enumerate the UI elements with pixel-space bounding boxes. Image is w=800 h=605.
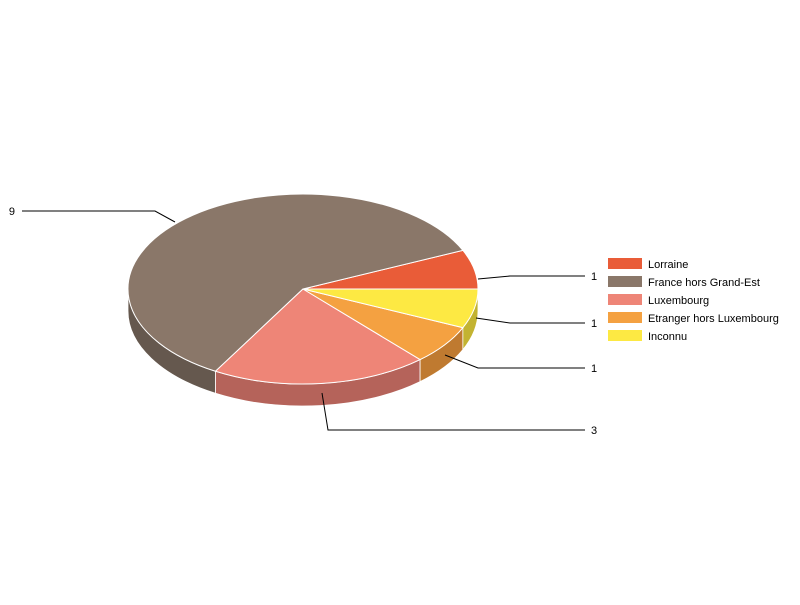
value-label-4: 1 (591, 318, 597, 330)
legend-swatch-0 (608, 258, 642, 269)
leader-line-1 (22, 210, 176, 223)
legend-label-3: Etranger hors Luxembourg (648, 313, 779, 325)
legend-label-0: Lorraine (648, 259, 688, 271)
legend-label-4: Inconnu (648, 331, 687, 343)
legend-swatch-4 (608, 330, 642, 341)
leader-line-3 (444, 354, 585, 369)
legend-label-2: Luxembourg (648, 295, 709, 307)
legend: Lorraine France hors Grand-Est Luxembourg E… (608, 258, 779, 343)
pie-slice-france-hors-grand-est (127, 193, 464, 372)
legend-swatch-1 (608, 276, 642, 287)
value-label-2: 3 (591, 425, 597, 437)
pie-slices (127, 193, 479, 385)
legend-label-1: France hors Grand-Est (648, 277, 760, 289)
pie-slice-inconnu (302, 288, 479, 329)
value-label-0: 1 (591, 271, 597, 283)
value-label-1: 9 (9, 206, 15, 218)
data-labels: 1 9 3 1 1 (9, 206, 597, 437)
leader-line-2 (321, 392, 585, 431)
legend-swatch-3 (608, 312, 642, 323)
value-label-3: 1 (591, 363, 597, 375)
pie-slice-luxembourg (214, 288, 422, 385)
leader-line-4 (475, 317, 585, 324)
legend-swatch-2 (608, 294, 642, 305)
leader-line-0 (477, 275, 585, 280)
